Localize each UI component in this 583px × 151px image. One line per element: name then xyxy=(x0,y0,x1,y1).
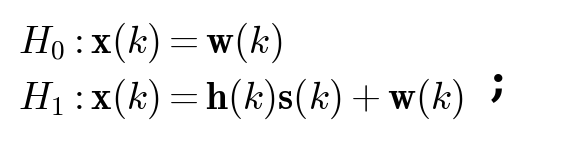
Text: $H_0:\mathbf{x}(k)=\mathbf{w}(k)$: $H_0:\mathbf{x}(k)=\mathbf{w}(k)$ xyxy=(18,21,282,65)
Text: $H_1:\mathbf{x}(k)=\mathbf{h}(k)\mathbf{s}(k)+\mathbf{w}(k)$: $H_1:\mathbf{x}(k)=\mathbf{h}(k)\mathbf{… xyxy=(18,77,464,121)
Text: ;: ; xyxy=(490,61,507,104)
